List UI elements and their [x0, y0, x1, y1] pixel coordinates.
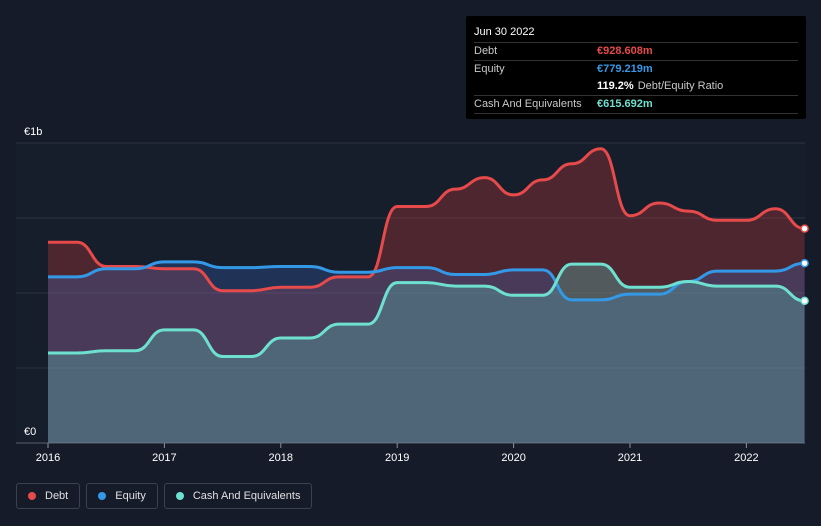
tooltip-label: Debt [474, 45, 498, 57]
endpoint-debt [800, 224, 809, 233]
tooltip-date: Jun 30 2022 [474, 24, 798, 43]
legend-item-equity[interactable]: Equity [86, 483, 158, 509]
chart-legend: Debt Equity Cash And Equivalents [16, 483, 313, 509]
area-debt [48, 148, 805, 443]
x-tick-label: 2016 [36, 452, 60, 464]
line-cash-and-equivalents [48, 262, 805, 358]
tooltip-row-equity: Equity €779.219m [474, 61, 798, 78]
y-tick-label: €0 [24, 426, 36, 438]
legend-item-cash[interactable]: Cash And Equivalents [163, 483, 313, 509]
area-cash-and-equivalents [48, 264, 805, 443]
legend-label: Cash And Equivalents [192, 490, 301, 502]
legend-label: Equity [115, 490, 146, 502]
legend-dot-debt [28, 492, 36, 500]
tooltip-value: €779.219m [597, 63, 653, 75]
tooltip-value: 119.2% [597, 80, 634, 92]
tooltip-row-cash: Cash And Equivalents €615.692m [474, 96, 798, 114]
tooltip-label [474, 78, 597, 95]
legend-label: Debt [45, 490, 69, 502]
tooltip-row-debt: Debt €928.608m [474, 43, 798, 61]
legend-dot-cash [175, 492, 184, 500]
area-equity [48, 261, 805, 443]
tooltip-panel: Jun 30 2022 Debt €928.608m Equity €779.2… [466, 16, 806, 119]
x-tick-label: 2022 [734, 452, 758, 464]
tooltip-row-ratio: 119.2% Debt/Equity Ratio [474, 78, 798, 96]
x-tick-label: 2017 [152, 452, 176, 464]
x-tick-label: 2020 [501, 452, 525, 464]
endpoint-equity [800, 258, 809, 268]
legend-item-debt[interactable]: Debt [16, 483, 81, 509]
tooltip-value: €928.608m [597, 45, 653, 57]
tooltip-value: €615.692m [597, 98, 653, 110]
legend-dot-equity [98, 492, 107, 500]
tooltip-suffix: Debt/Equity Ratio [637, 80, 724, 92]
endpoint-cash-and-equivalents [800, 296, 809, 306]
y-tick-label: €1b [24, 126, 42, 138]
line-debt [48, 147, 805, 293]
x-tick-label: 2021 [618, 452, 642, 464]
tooltip-label: Equity [474, 63, 505, 75]
x-tick-label: 2018 [269, 452, 293, 464]
x-tick-label: 2019 [385, 452, 409, 464]
tooltip-label: Cash And Equivalents [474, 98, 582, 110]
